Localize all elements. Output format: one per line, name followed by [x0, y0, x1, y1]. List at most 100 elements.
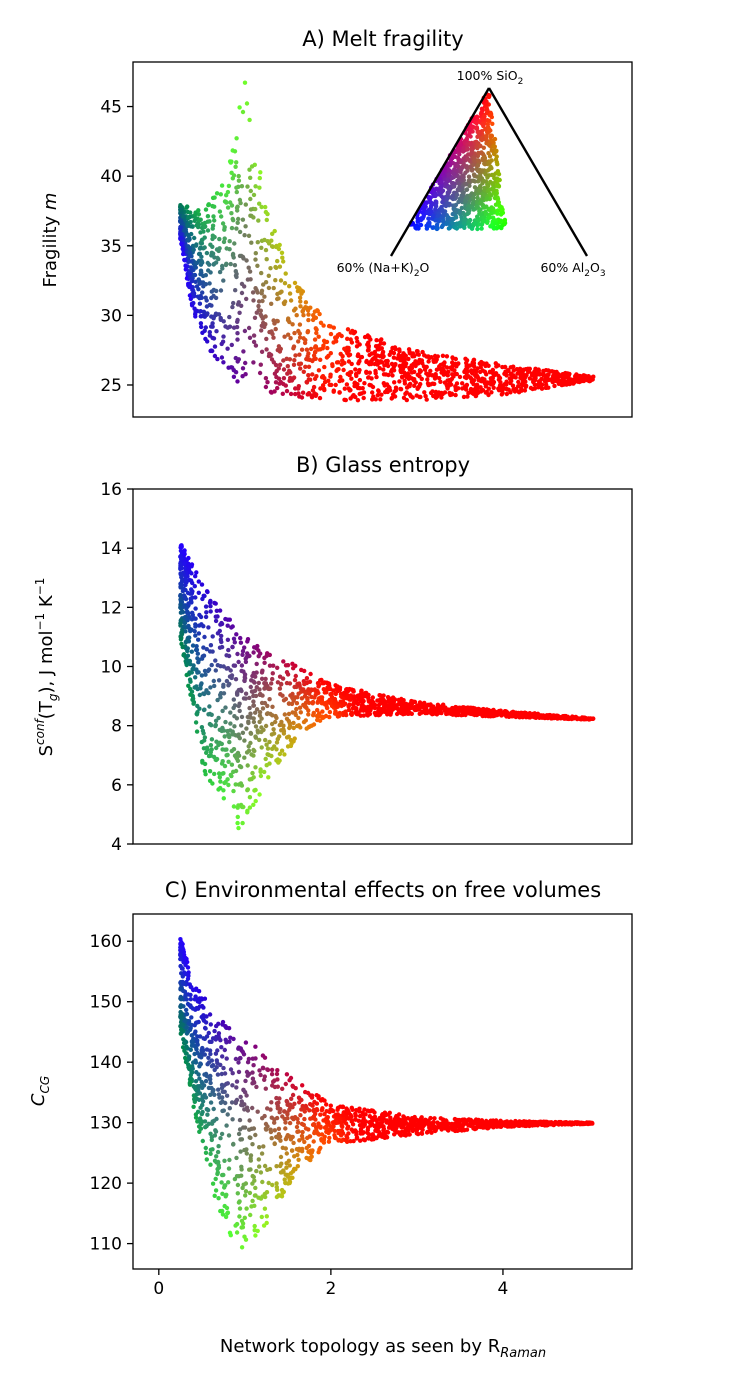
ternary-point [415, 219, 421, 224]
data-point [193, 606, 198, 611]
data-point [404, 397, 409, 403]
data-point [470, 371, 475, 376]
data-point [254, 1084, 259, 1090]
data-point [215, 1149, 221, 1155]
data-point [247, 269, 253, 274]
data-point [210, 634, 215, 639]
data-point [369, 351, 374, 356]
data-point [574, 379, 580, 384]
ternary-point [454, 221, 460, 227]
data-point [284, 1098, 289, 1104]
data-point [248, 715, 253, 720]
data-point [346, 1131, 351, 1136]
data-point [546, 372, 551, 377]
data-point [389, 367, 395, 373]
data-point [321, 323, 326, 328]
data-point [287, 725, 292, 731]
ternary-point [490, 138, 495, 144]
data-point [292, 358, 297, 363]
data-point [295, 695, 300, 700]
data-point [179, 582, 184, 587]
data-point [192, 584, 197, 589]
data-point [393, 346, 398, 352]
data-point [503, 709, 508, 714]
data-point [220, 747, 225, 752]
ternary-point [430, 213, 436, 219]
data-point [347, 352, 352, 357]
data-point [215, 255, 220, 261]
data-point [235, 690, 240, 695]
data-point [377, 366, 382, 371]
ternary-point [488, 111, 494, 117]
data-point [271, 731, 277, 736]
data-point [274, 1181, 279, 1186]
data-point [270, 676, 275, 682]
data-point [230, 644, 235, 650]
ternary-point [462, 217, 468, 223]
data-point [442, 360, 447, 365]
data-point [242, 738, 247, 743]
ternary-point [459, 205, 464, 211]
data-point [218, 1136, 223, 1141]
data-point [203, 282, 208, 287]
data-point [266, 686, 272, 692]
data-point [246, 719, 251, 724]
ternary-point [451, 171, 456, 176]
data-point [338, 374, 343, 380]
data-point [283, 1146, 288, 1151]
data-point [276, 366, 281, 371]
data-point [266, 273, 271, 278]
data-point [188, 210, 193, 215]
data-point [211, 678, 216, 684]
data-point [186, 683, 191, 688]
ternary-point [486, 94, 492, 100]
ternary-point [487, 196, 492, 202]
data-point [217, 236, 222, 242]
data-point [230, 732, 235, 737]
data-point [242, 645, 247, 650]
data-point [288, 336, 293, 341]
data-point [259, 745, 264, 750]
data-point [201, 593, 206, 598]
data-point [322, 680, 327, 685]
data-point [229, 170, 234, 175]
data-point [328, 351, 333, 356]
data-point [204, 688, 209, 693]
data-point [222, 236, 227, 241]
data-point [475, 374, 480, 379]
data-point [450, 355, 455, 360]
ternary-point [493, 191, 498, 196]
data-point [274, 244, 279, 250]
data-point [475, 366, 480, 371]
data-point [541, 368, 546, 374]
data-point [253, 1132, 258, 1138]
data-point [253, 724, 259, 729]
data-point [346, 707, 352, 713]
data-point [291, 666, 296, 671]
data-point [351, 393, 356, 398]
data-point [316, 368, 322, 373]
data-point [253, 710, 258, 715]
ternary-point [479, 110, 484, 115]
data-point [317, 311, 322, 317]
data-point [231, 697, 236, 702]
data-point [278, 278, 284, 283]
data-point [393, 703, 398, 708]
data-point [235, 220, 240, 225]
ternary-point [472, 185, 478, 190]
data-point [283, 663, 289, 668]
data-point [293, 391, 298, 397]
data-point [213, 614, 218, 619]
data-point [242, 80, 248, 85]
data-point [240, 649, 246, 654]
data-point [311, 722, 317, 727]
data-point [438, 362, 443, 368]
data-point [220, 221, 226, 226]
data-point [400, 375, 405, 380]
data-point [438, 379, 443, 384]
y-tick-label: 12 [100, 598, 122, 618]
ternary-point [421, 212, 427, 218]
data-point [318, 1145, 323, 1151]
data-point [313, 344, 319, 349]
ternary-point [434, 226, 440, 232]
